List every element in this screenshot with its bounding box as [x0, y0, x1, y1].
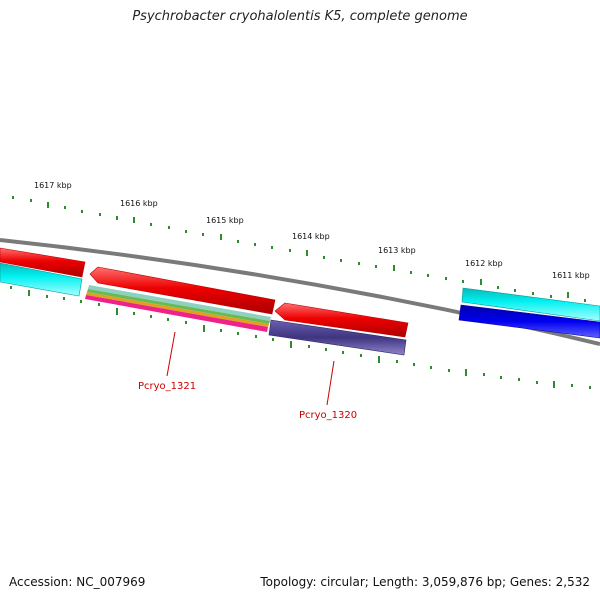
tick-label: 1613 kbp	[378, 246, 416, 255]
leader-line-pcryo-1320	[326, 360, 335, 406]
gene-label-pcryo-1321[interactable]: Pcryo_1321	[138, 381, 196, 392]
tick-label: 1614 kbp	[292, 232, 330, 241]
gene-label-pcryo-1320[interactable]: Pcryo_1320	[299, 410, 357, 421]
gene-feature[interactable]	[461, 287, 600, 322]
gene-feature[interactable]	[0, 247, 86, 278]
tick-label: 1611 kbp	[552, 271, 590, 280]
gene-feature[interactable]	[89, 266, 276, 315]
inner-ticks	[10, 286, 591, 389]
tick-label: 1612 kbp	[465, 259, 503, 268]
gene-feature[interactable]	[0, 262, 83, 297]
gene-feature[interactable]	[274, 302, 409, 338]
cyan-blue-genes[interactable]	[0, 262, 600, 339]
gene-feature[interactable]	[458, 304, 600, 339]
genome-summary: Topology: circular; Length: 3,059,876 bp…	[260, 575, 590, 589]
gene-feature[interactable]	[268, 319, 407, 356]
accession-label: Accession: NC_007969	[9, 575, 146, 589]
forward-strand-genes[interactable]	[0, 247, 409, 338]
tick-label: 1615 kbp	[206, 216, 244, 225]
tick-label: 1617 kbp	[34, 181, 72, 190]
gene-feature-stripe[interactable]	[85, 285, 271, 332]
leader-line-pcryo-1321	[166, 331, 176, 377]
tick-label: 1616 kbp	[120, 199, 158, 208]
genome-title: Psychrobacter cryohalolentis K5, complet…	[132, 9, 468, 24]
reverse-strand-genes[interactable]	[85, 285, 407, 356]
tick-labels: 1617 kbp 1616 kbp 1615 kbp 1614 kbp 1613…	[34, 181, 590, 280]
outer-ticks	[12, 196, 586, 302]
gene-label-leaders	[166, 331, 335, 406]
